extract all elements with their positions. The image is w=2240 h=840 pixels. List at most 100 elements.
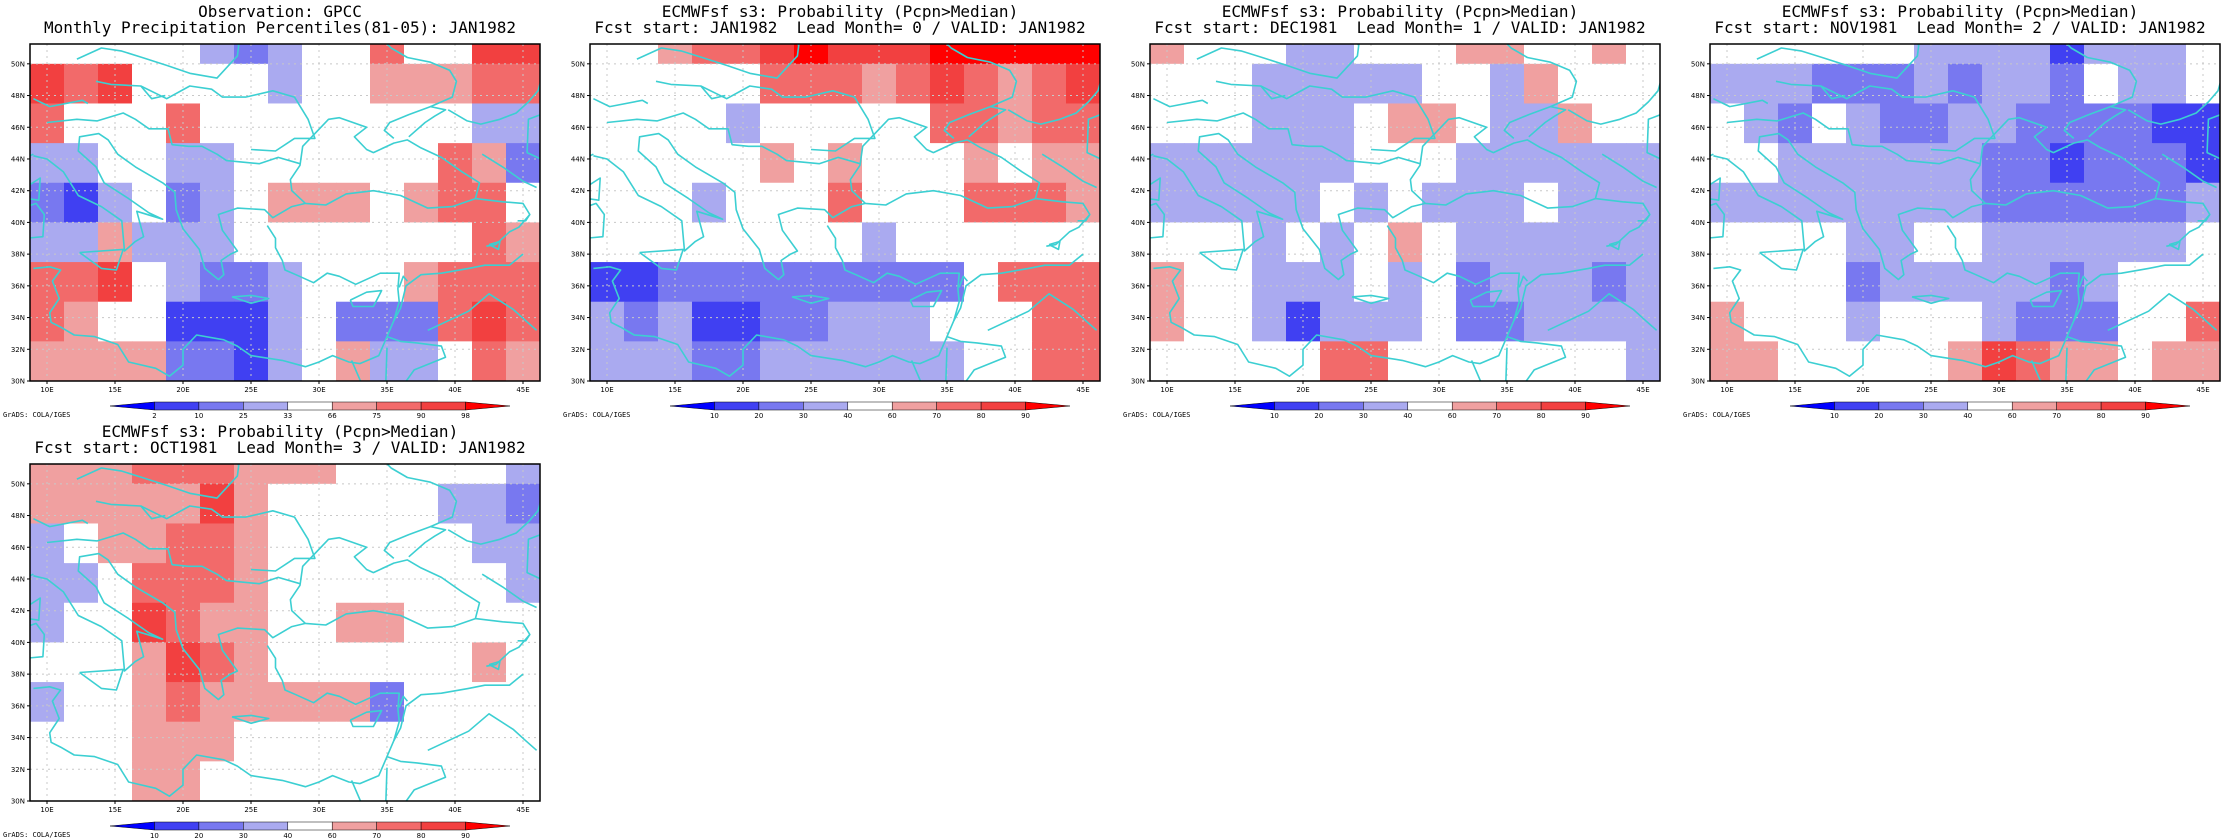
y-tick-label: 46N: [1691, 124, 1705, 132]
heatmap-cell: [132, 262, 167, 303]
coastline: [76, 464, 240, 499]
colorbar-label: 80: [2097, 412, 2106, 420]
coastline: [383, 525, 447, 560]
heatmap-cell: [64, 222, 99, 263]
heatmap-cell: [964, 341, 999, 381]
heatmap-cell: [1456, 262, 1491, 303]
colorbar-label: 90: [1021, 412, 1030, 420]
coastline: [1710, 153, 1714, 157]
heatmap-cell: [200, 761, 235, 801]
coastline: [1710, 177, 1722, 201]
colorbar-swatch: [154, 821, 200, 831]
heatmap-cell: [1524, 182, 1559, 223]
heatmap-cell: [166, 44, 201, 65]
x-tick-label: 45E: [1076, 386, 1089, 394]
heatmap-cell: [1320, 222, 1355, 263]
heatmap-cell: [370, 464, 405, 485]
y-tick-label: 30N: [11, 798, 25, 806]
colorbar-label: 10: [1830, 412, 1839, 420]
x-tick-label: 10E: [600, 386, 613, 394]
heatmap-cell: [1252, 182, 1287, 223]
coastline: [1726, 112, 1981, 165]
heatmap-cell: [1320, 103, 1355, 144]
coastline: [46, 532, 301, 585]
map-frame: [589, 43, 1101, 382]
colorbar-swatch: [1923, 401, 1969, 411]
coastlines: [30, 44, 540, 381]
coastline: [76, 44, 240, 79]
y-tick-label: 36N: [11, 282, 25, 290]
panel-title: ECMWFsf s3: Probability (Pcpn>Median): [1221, 2, 1579, 21]
colorbar-swatch: [1878, 401, 1924, 411]
heatmap-cells: [1710, 44, 2220, 381]
heatmap-cell: [1456, 301, 1491, 342]
heatmap-cell: [132, 602, 167, 643]
heatmap-cell: [896, 182, 931, 223]
heatmap-cell: [1032, 301, 1067, 342]
heatmap-cell: [1032, 63, 1067, 104]
heatmap-cell: [1744, 262, 1779, 303]
y-tick-label: 32N: [11, 766, 25, 774]
heatmap-cell: [896, 301, 931, 342]
heatmap-cell: [1982, 63, 2017, 104]
coastline: [1409, 116, 1601, 209]
colorbar-swatch: [1496, 401, 1542, 411]
heatmap-cell: [336, 483, 371, 524]
coastline: [1153, 97, 1209, 108]
x-tick-label: 35E: [2060, 386, 2073, 394]
heatmap-cell: [404, 143, 439, 184]
heatmap-cell: [506, 44, 540, 65]
colorbar-label: 60: [328, 832, 337, 840]
coastline: [791, 294, 830, 305]
heatmap-cell: [2016, 262, 2051, 303]
colorbar-label: 10: [194, 412, 203, 420]
colorbar-arrow-high: [465, 401, 511, 411]
coastline: [95, 80, 316, 152]
colorbar-label: 80: [977, 412, 986, 420]
coastline: [46, 112, 301, 165]
heatmap-cell: [336, 682, 371, 723]
heatmap-cell: [336, 602, 371, 643]
colorbar-swatch: [714, 401, 760, 411]
x-tick-label: 20E: [176, 386, 189, 394]
coastline: [481, 573, 537, 609]
y-tick-label: 36N: [1131, 282, 1145, 290]
coastline: [33, 645, 401, 798]
x-tick-label: 10E: [1160, 386, 1173, 394]
heatmap-cell: [472, 464, 507, 485]
x-tick-label: 35E: [380, 806, 393, 814]
heatmap-cell: [64, 44, 99, 65]
coastline: [393, 673, 524, 742]
y-tick-label: 42N: [1131, 187, 1145, 195]
heatmap-cell: [2152, 44, 2187, 65]
coastline: [33, 552, 306, 701]
colorbar-swatch: [1540, 401, 1586, 411]
heatmap-cell: [1880, 222, 1915, 263]
colorbar-arrow-low: [1789, 401, 1835, 411]
heatmap-cell: [2152, 341, 2187, 381]
chart-panel-lead-0: ECMWFsf s3: Probability (Pcpn>Median) Fc…: [560, 0, 1120, 420]
coastline: [350, 767, 388, 801]
heatmap-cell: [1812, 63, 1847, 104]
gridlines: [30, 464, 540, 801]
colorbar-arrow-low: [109, 821, 155, 831]
heatmap-cell: [132, 483, 167, 524]
heatmap-cell: [132, 143, 167, 184]
y-tick-label: 50N: [11, 480, 25, 488]
heatmap-cell: [2084, 143, 2119, 184]
colorbar-label: 40: [843, 412, 852, 420]
heatmap-cell: [1388, 301, 1423, 342]
heatmap-cell: [1524, 63, 1559, 104]
y-tick-label: 30N: [1131, 378, 1145, 386]
coastline: [231, 294, 270, 305]
heatmap-svg: 30N 32N 34N 36N 38N 40N 42N 44N 46N 48N 50N 10E 15E 2…: [1131, 43, 1661, 420]
heatmap-cell: [472, 483, 507, 524]
y-tick-label: 46N: [1131, 124, 1145, 132]
x-tick-label: 20E: [1856, 386, 1869, 394]
colorbar-label: 40: [1403, 412, 1412, 420]
coastline: [1713, 132, 1986, 281]
heatmap-cell: [404, 222, 439, 263]
heatmap-cell: [30, 464, 65, 485]
coastline: [593, 97, 649, 108]
x-tick-label: 40E: [1008, 386, 1021, 394]
